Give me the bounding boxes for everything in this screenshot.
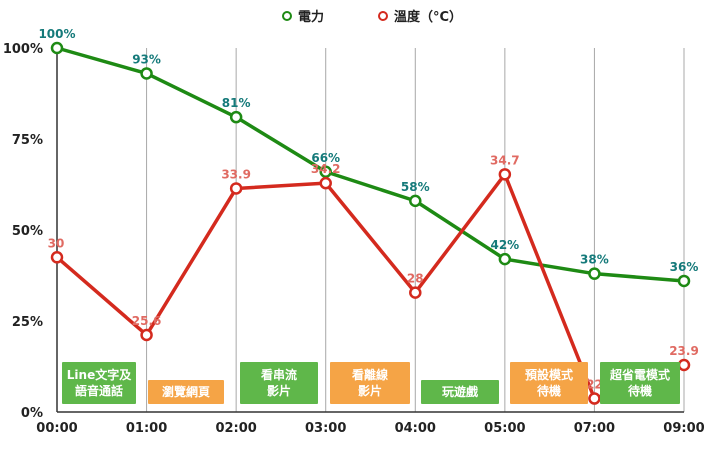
data-label-temperature: 34.7 — [490, 153, 520, 167]
y-tick-label: 0% — [21, 406, 43, 421]
data-point-temperature — [229, 182, 243, 195]
data-point-temperature — [50, 251, 64, 264]
series-line-power — [56, 46, 685, 283]
legend-marker-temperature — [378, 10, 388, 21]
activity-box-power-saving-standby: 超省電模式 待機 — [600, 362, 680, 404]
activity-box-standby: 預設模式 待機 — [510, 362, 588, 404]
data-point-temperature — [319, 176, 332, 190]
data-point-temperature — [140, 328, 153, 342]
x-tick-label: 04:00 — [395, 421, 436, 436]
activity-box-streaming: 看串流 影片 — [240, 362, 318, 404]
x-tick-label: 05:00 — [484, 421, 525, 436]
data-point-temperature — [409, 286, 422, 299]
activity-box-gaming: 玩遊戲 — [421, 380, 499, 404]
series-line-temperature — [55, 172, 685, 401]
y-tick-label: 75% — [12, 133, 43, 148]
y-tick-label: 100% — [3, 42, 43, 57]
data-point-power — [588, 267, 601, 280]
data-point-temperature — [498, 168, 512, 181]
legend: 電力 溫度（°C） — [0, 6, 720, 26]
legend-label-temperature: 溫度（°C） — [394, 10, 463, 25]
data-point-power — [319, 165, 332, 179]
data-label-temperature: 34.2 — [311, 162, 341, 176]
data-label-power: 66% — [311, 151, 340, 165]
data-label-temperature: 22 — [586, 378, 603, 392]
data-label-power: 100% — [38, 27, 75, 41]
x-tick-label: 09:00 — [663, 421, 704, 436]
data-point-power — [677, 274, 691, 288]
data-point-power — [498, 252, 512, 266]
data-label-temperature: 28 — [407, 272, 424, 286]
data-point-temperature — [677, 358, 691, 372]
data-point-power — [229, 110, 243, 124]
data-point-temperature — [588, 392, 601, 405]
data-label-power: 81% — [222, 96, 251, 110]
data-label-temperature: 33.9 — [221, 167, 251, 181]
activity-box-line-call: Line文字及 語音通話 — [62, 362, 136, 404]
x-tick-label: 01:00 — [126, 421, 167, 436]
activity-box-web-browsing: 瀏覽網頁 — [148, 380, 224, 404]
data-point-power — [409, 194, 422, 208]
legend-item-power: 電力 — [282, 6, 324, 25]
data-label-temperature: 25.6 — [132, 314, 162, 328]
x-tick-label: 02:00 — [215, 421, 256, 436]
data-label-power: 42% — [490, 238, 519, 252]
x-tick-label: 00:00 — [36, 421, 77, 436]
activity-box-offline-video: 看離線 影片 — [330, 362, 410, 404]
x-tick-label: 07:00 — [574, 421, 615, 436]
legend-item-temperature: 溫度（°C） — [378, 6, 462, 25]
data-label-temperature: 23.9 — [669, 344, 699, 358]
legend-marker-power — [282, 10, 292, 21]
data-point-power — [50, 41, 64, 55]
data-point-power — [140, 67, 153, 80]
data-label-power: 38% — [580, 253, 609, 267]
data-label-power: 93% — [132, 52, 161, 66]
x-tick-label: 03:00 — [305, 421, 346, 436]
y-tick-label: 25% — [12, 315, 43, 330]
data-label-temperature: 30 — [48, 236, 65, 250]
legend-label-power: 電力 — [298, 10, 325, 25]
data-label-power: 58% — [401, 180, 430, 194]
y-tick-label: 50% — [12, 224, 43, 239]
data-label-power: 36% — [670, 260, 699, 274]
